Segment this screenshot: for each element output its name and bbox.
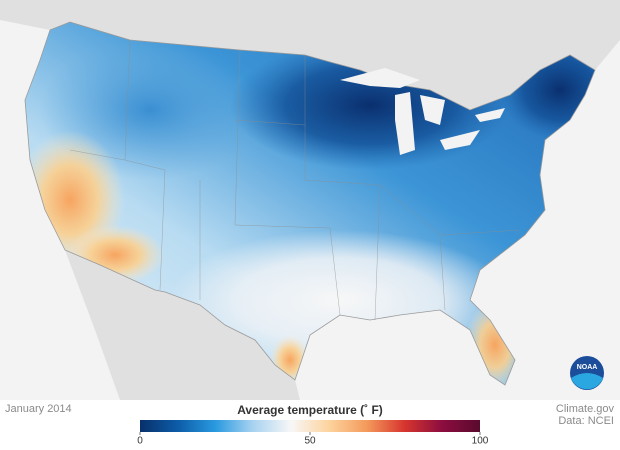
color-legend: 0 50 100 xyxy=(137,420,489,447)
canada xyxy=(0,0,620,110)
caption: January 2014 xyxy=(5,403,72,415)
noaa-logo: NOAA xyxy=(570,356,604,390)
tick-label: 50 xyxy=(304,436,316,447)
credit: Climate.gov xyxy=(556,403,615,415)
legend-title: Average temperature (˚ F) xyxy=(237,403,383,417)
state-borders xyxy=(69,39,521,321)
tick-label: 100 xyxy=(472,436,489,447)
great-lakes xyxy=(340,68,505,155)
tick-label: 0 xyxy=(137,436,143,447)
color-bar xyxy=(140,420,480,432)
credit: Data: NCEI xyxy=(558,415,614,427)
logo-text: NOAA xyxy=(577,364,598,371)
mexico xyxy=(65,250,300,400)
